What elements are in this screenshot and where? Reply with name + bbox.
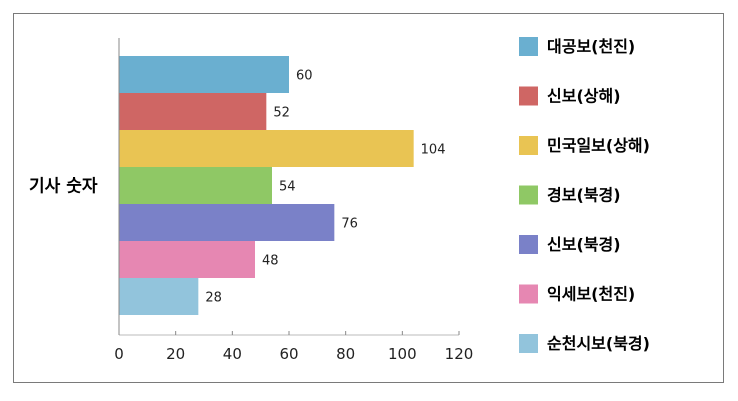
category-label: 기사 숫자 xyxy=(29,177,98,197)
x-tick-label-5: 100 xyxy=(388,345,417,363)
legend-label-1: 대공보(천진) xyxy=(547,37,635,56)
x-tick-label-4: 80 xyxy=(336,345,355,363)
data-label-5: 76 xyxy=(341,217,358,232)
data-label-1: 60 xyxy=(296,69,313,84)
x-tick-label-0: 0 xyxy=(114,345,124,363)
data-label-2: 52 xyxy=(273,106,290,121)
bars-layer: 60 52 104 54 76 48 28 xyxy=(119,56,445,315)
legend-swatch-5 xyxy=(519,235,538,254)
legend-label-7: 순천시보(북경) xyxy=(547,334,650,353)
bar-5 xyxy=(119,204,335,241)
legend-label-2: 신보(상해) xyxy=(547,87,621,106)
legend-label-3: 민국일보(상해) xyxy=(547,136,650,155)
bar-6 xyxy=(119,241,255,278)
bar-1 xyxy=(119,56,289,93)
legend-swatch-1 xyxy=(519,37,538,56)
bar-4 xyxy=(119,167,272,204)
axis-layer: 0 20 40 60 80 100 120 기사 숫자 xyxy=(29,38,473,363)
x-tick-label-2: 40 xyxy=(223,345,242,363)
legend-label-4: 경보(북경) xyxy=(547,186,621,205)
data-label-4: 54 xyxy=(279,180,296,195)
legend-swatch-6 xyxy=(519,284,538,304)
legend-layer: 대공보(천진) 신보(상해) 민국일보(상해) 경보(북경) 신보(북경) 익세보(천진)… xyxy=(519,37,650,353)
data-label-3: 104 xyxy=(421,143,446,158)
data-label-7: 28 xyxy=(205,291,222,306)
data-label-6: 48 xyxy=(262,254,279,269)
legend-swatch-4 xyxy=(519,185,538,205)
bar-3 xyxy=(119,130,414,167)
x-tick-label-3: 60 xyxy=(279,345,298,363)
legend-swatch-2 xyxy=(519,86,538,106)
legend-label-6: 익세보(천진) xyxy=(547,285,635,304)
legend-swatch-7 xyxy=(519,334,538,353)
x-tick-label-6: 120 xyxy=(445,345,474,363)
legend-swatch-3 xyxy=(519,136,538,155)
legend-label-5: 신보(북경) xyxy=(547,235,621,254)
bar-7 xyxy=(119,278,199,315)
bar-2 xyxy=(119,93,267,130)
x-tick-label-1: 20 xyxy=(166,345,185,363)
